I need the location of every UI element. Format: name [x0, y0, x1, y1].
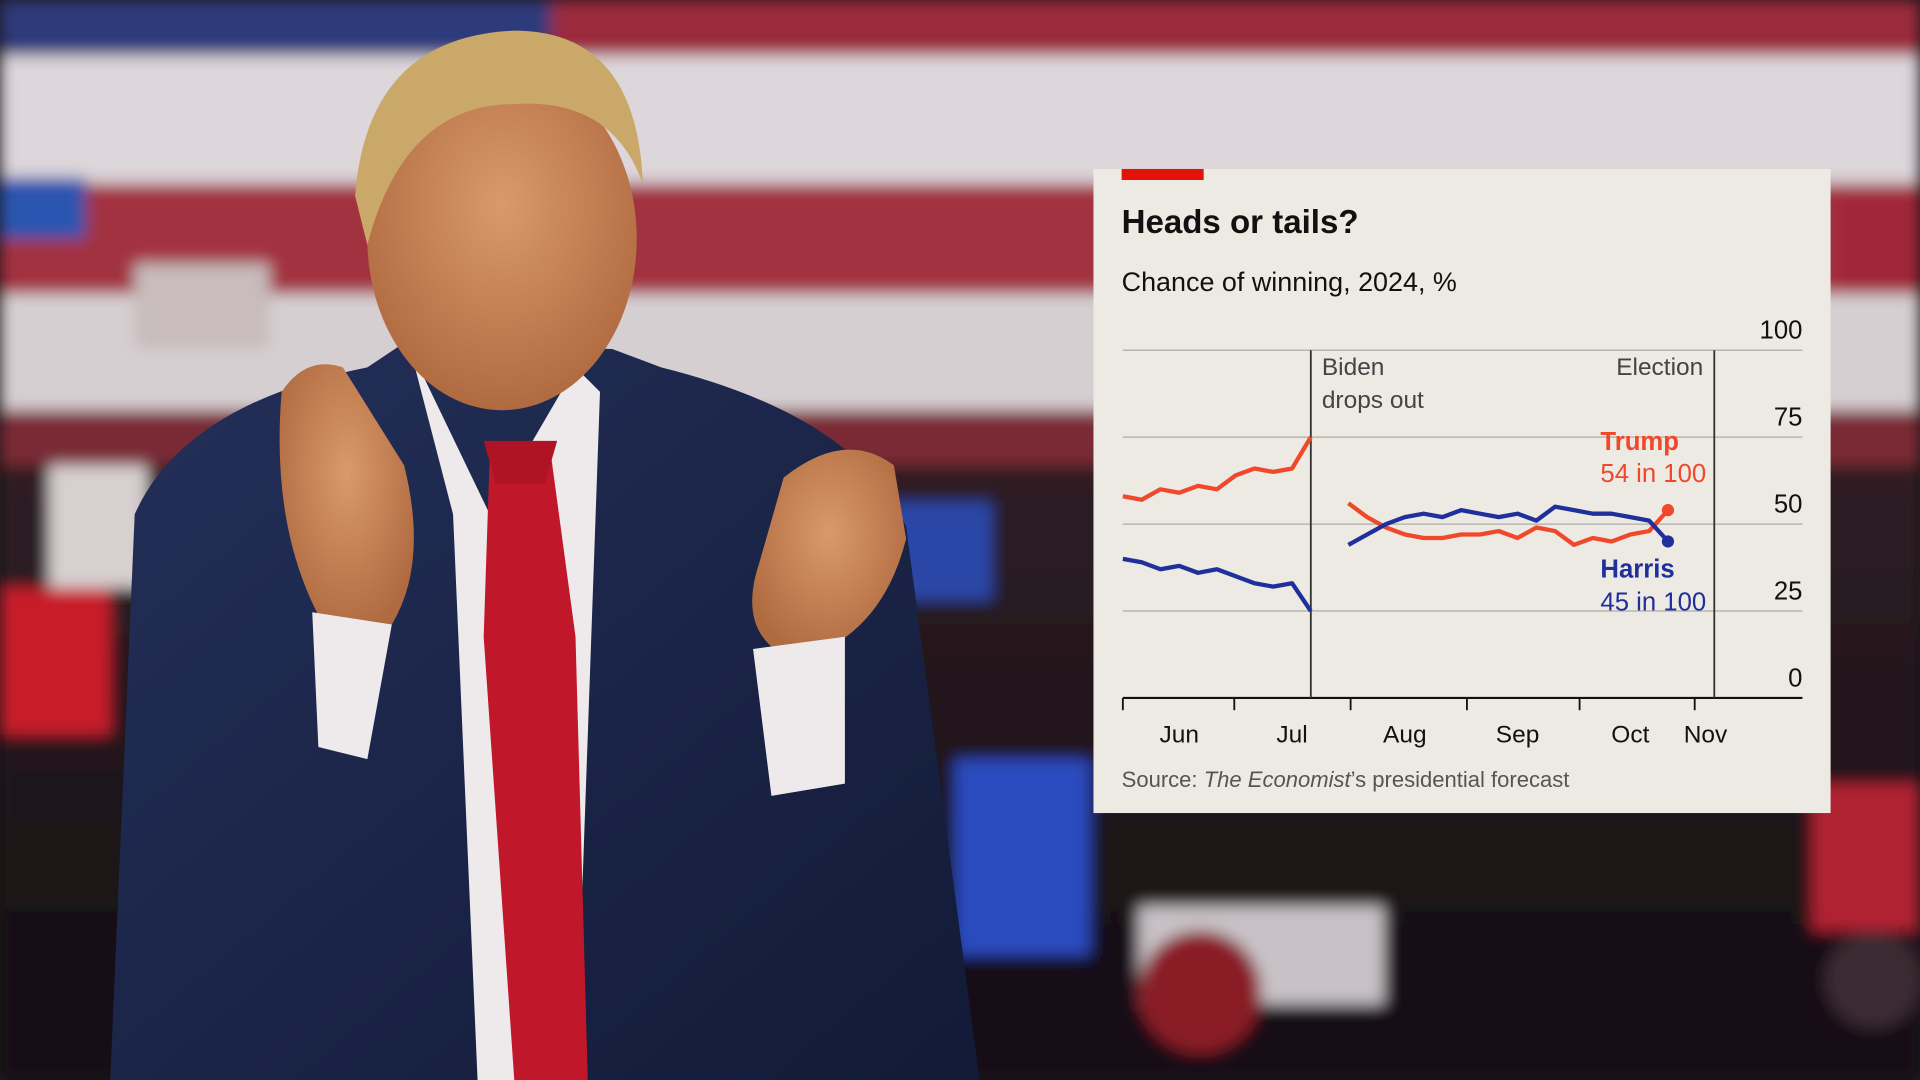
chart-title: Heads or tails? — [1122, 204, 1359, 241]
series-line — [1122, 436, 1670, 548]
annotation-label: Election — [1616, 354, 1703, 381]
y-tick-label: 100 — [1760, 317, 1803, 345]
y-tick-label: 0 — [1788, 664, 1802, 692]
source-prefix: Source: — [1122, 767, 1204, 792]
source-publication: The Economist — [1204, 767, 1352, 792]
annotation-label: Biden — [1322, 354, 1385, 381]
annotation-label: drops out — [1322, 387, 1424, 414]
brand-bar — [1121, 168, 1204, 180]
end-point — [1661, 535, 1675, 548]
series-line — [1122, 504, 1670, 613]
legend-label: Trump — [1600, 428, 1679, 456]
x-tick-label: Jun — [1160, 721, 1199, 748]
y-tick-label: 50 — [1774, 491, 1803, 519]
x-tick-label: Aug — [1383, 721, 1427, 748]
person-figure — [110, 30, 980, 1080]
y-tick-label: 75 — [1774, 404, 1803, 432]
y-tick-label: 25 — [1774, 577, 1803, 605]
x-tick-label: Jul — [1276, 721, 1307, 748]
x-tick-label: Oct — [1611, 721, 1649, 748]
source-suffix: ’s presidential forecast — [1351, 767, 1570, 792]
end-value-label: 45 in 100 — [1600, 588, 1706, 616]
chart-panel — [1093, 168, 1831, 814]
chart-subtitle: Chance of winning, 2024, % — [1122, 267, 1457, 297]
source-note: Source: The Economist’s presidential for… — [1122, 767, 1570, 792]
end-value-label: 54 in 100 — [1600, 460, 1706, 488]
x-tick-label: Nov — [1684, 721, 1728, 748]
x-tick-label: Sep — [1496, 721, 1540, 748]
legend-label: Harris — [1600, 555, 1674, 583]
chart: Heads or tails? Chance of winning, 2024,… — [1093, 168, 1831, 814]
end-point — [1661, 504, 1675, 517]
